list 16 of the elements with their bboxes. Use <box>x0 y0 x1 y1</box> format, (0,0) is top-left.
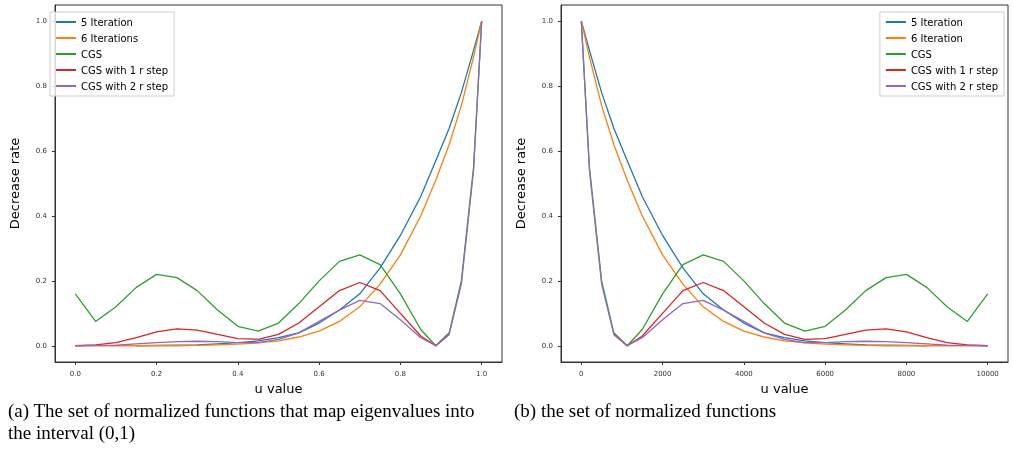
text: (b) the set of normalized functions <box>513 400 778 422</box>
x-axis-title: u value <box>760 381 809 396</box>
legend-label: CGS with 1 r step <box>81 64 169 76</box>
legend-label: CGS with 2 r step <box>910 80 999 92</box>
legend-label: CGS with 1 r step <box>910 64 999 76</box>
legend-label: 5 Iteration <box>910 16 963 28</box>
y-axis-title: Decrease rate <box>513 137 528 230</box>
y-axis-title: Decrease rate <box>7 137 22 230</box>
x-axis-title: u value <box>254 381 303 396</box>
legend-label: 5 Iteration <box>81 16 133 28</box>
text: (a) The set of normalized functions that map eigenvalues into the interval (0,1) <box>7 400 476 444</box>
legend-label: 6 Iterations <box>81 32 139 44</box>
legend-label: 6 Iteration <box>910 32 963 44</box>
legend-label: CGS <box>81 48 103 60</box>
legend-label: CGS <box>910 48 932 60</box>
legend-label: CGS with 2 r step <box>81 80 169 92</box>
